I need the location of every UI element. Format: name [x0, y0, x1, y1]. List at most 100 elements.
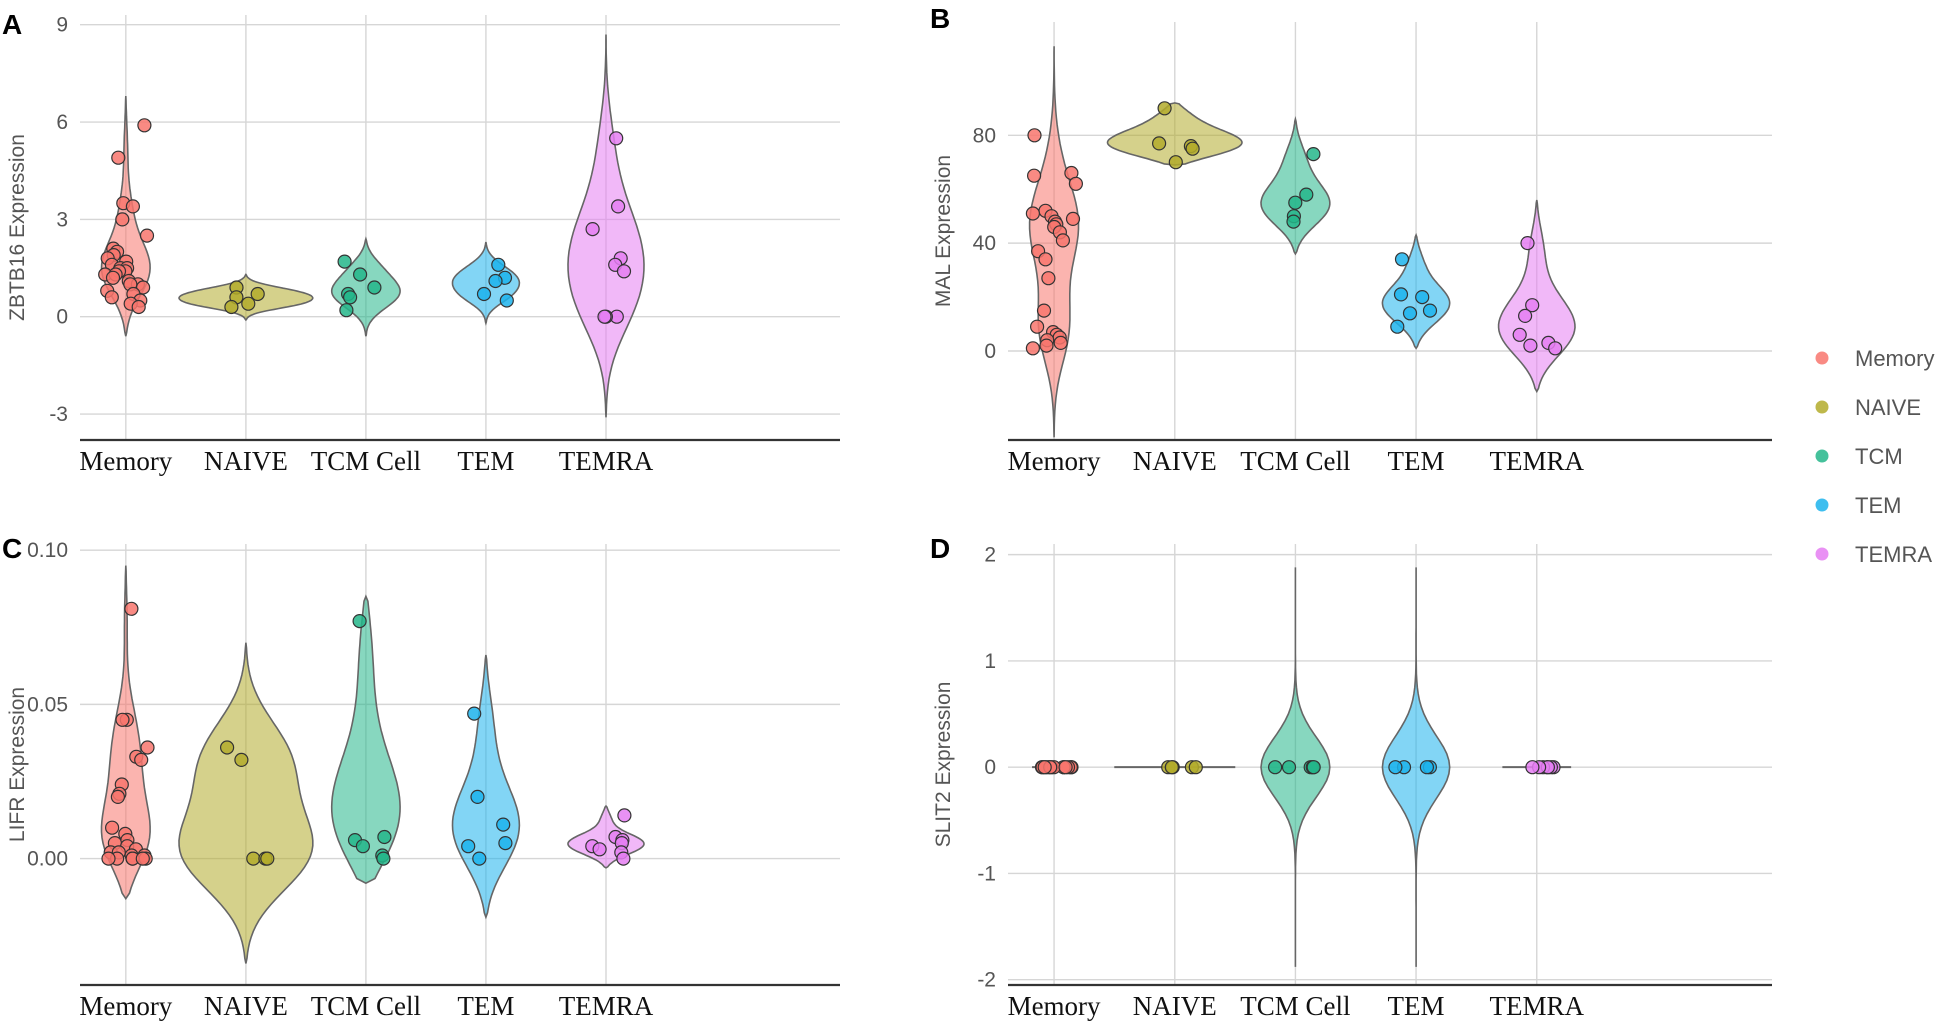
- violin-memory: [1028, 46, 1080, 438]
- panel-letter: B: [930, 3, 950, 34]
- data-point: [1164, 760, 1179, 775]
- legend-item-temra: TEMRA: [1815, 542, 1932, 567]
- data-point: [1151, 136, 1167, 151]
- data-point: [1525, 760, 1540, 775]
- x-tick-label: TCM Cell: [1240, 991, 1350, 1021]
- x-tick-label: TCM Cell: [311, 991, 421, 1021]
- y-tick-label: 1: [984, 650, 996, 673]
- legend-item-naive: NAIVE: [1815, 395, 1921, 420]
- y-tick-label: -2: [977, 969, 996, 992]
- x-tick-label: Memory: [1008, 446, 1101, 476]
- data-point: [1058, 760, 1073, 775]
- y-tick-label: 0.00: [27, 848, 68, 871]
- data-point: [1390, 319, 1405, 334]
- x-tick-label: TEMRA: [559, 991, 654, 1021]
- data-point: [1286, 214, 1301, 229]
- y-tick-label: -3: [49, 403, 68, 426]
- data-point: [1029, 319, 1045, 334]
- data-point: [1036, 303, 1052, 318]
- legend-label-tem: TEM: [1855, 493, 1901, 518]
- panel-a: A -3 0 3 6 9 Memory NAIVE TCM Cell TEM TEMRA ZBTB16…: [2, 9, 840, 476]
- data-point: [1188, 760, 1203, 775]
- x-tick-label: TEM: [1388, 991, 1445, 1021]
- data-point: [1394, 252, 1410, 267]
- data-point: [224, 299, 239, 315]
- legend-marker-memory: [1815, 351, 1829, 365]
- data-point: [496, 817, 511, 832]
- x-tick-label: TEMRA: [1490, 446, 1585, 476]
- data-point: [1306, 760, 1321, 775]
- legend-label-naive: NAIVE: [1855, 395, 1921, 420]
- data-point: [1517, 308, 1533, 323]
- data-point: [125, 199, 140, 214]
- data-point: [1422, 303, 1438, 318]
- data-point: [1415, 290, 1430, 305]
- data-point: [111, 150, 126, 165]
- y-tick-label: 40: [973, 232, 996, 255]
- legend-item-tcm: TCM: [1815, 444, 1903, 469]
- data-point: [1026, 168, 1042, 183]
- data-point: [246, 851, 261, 866]
- panels: A -3 0 3 6 9 Memory NAIVE TCM Cell TEM TEMRA ZBTB16…: [2, 3, 1772, 1021]
- x-tick-label: Memory: [1008, 991, 1101, 1021]
- violin-temra: [1497, 199, 1576, 394]
- data-point: [616, 264, 632, 279]
- x-tick-label: NAIVE: [204, 991, 288, 1021]
- violin-tem: [451, 654, 521, 920]
- data-point: [1520, 236, 1535, 251]
- y-axis-label: MAL Expression: [932, 155, 955, 307]
- data-point: [1185, 141, 1200, 156]
- y-tick-label: 0.10: [27, 539, 68, 562]
- data-point: [1055, 233, 1071, 248]
- data-point: [220, 740, 235, 755]
- data-point: [1402, 306, 1418, 321]
- legend-item-memory: Memory: [1815, 346, 1934, 371]
- data-point: [1038, 252, 1053, 267]
- data-point: [377, 829, 392, 845]
- data-point: [498, 835, 513, 851]
- legend-marker-tcm: [1815, 449, 1829, 463]
- data-point: [1168, 155, 1183, 170]
- data-point: [617, 808, 632, 823]
- panel-c: C 0.00 0.05 0.10 Memory NAIVE TCM Cell TEM TEMRA…: [2, 533, 840, 1021]
- data-point: [1512, 327, 1527, 342]
- data-point: [343, 290, 358, 305]
- x-tick-label: TCM Cell: [1240, 446, 1350, 476]
- violin-tcm-cell: [330, 594, 401, 885]
- violin-memory: [100, 565, 151, 901]
- data-point: [1053, 335, 1068, 350]
- data-point: [1419, 760, 1435, 775]
- data-point: [472, 851, 487, 866]
- data-point: [585, 222, 600, 237]
- data-point: [1025, 341, 1041, 356]
- legend-item-tem: TEM: [1815, 493, 1901, 518]
- panel-d: D -2 -1 0 1 2 Memory NAIVE TCM Cell TEM TEMRA SLIT2…: [930, 533, 1772, 1021]
- violin-tcm-cell: [330, 236, 401, 337]
- data-point: [609, 131, 624, 146]
- violin-tem: [1381, 567, 1451, 967]
- data-point: [339, 303, 354, 318]
- legend-label-temra: TEMRA: [1855, 542, 1932, 567]
- x-tick-label: TCM Cell: [311, 446, 421, 476]
- data-point: [1299, 187, 1314, 202]
- data-point: [139, 228, 155, 243]
- y-tick-label: 2: [984, 544, 996, 567]
- data-point: [131, 299, 146, 315]
- data-point: [1068, 176, 1084, 191]
- data-point: [1523, 338, 1538, 353]
- data-point: [499, 293, 514, 308]
- legend-label-memory: Memory: [1855, 346, 1934, 371]
- data-point: [101, 851, 116, 866]
- data-point: [1025, 206, 1041, 221]
- data-point: [115, 712, 130, 727]
- data-point: [1041, 271, 1056, 286]
- panel-letter: C: [2, 533, 22, 564]
- data-point: [1157, 101, 1172, 116]
- data-point: [260, 851, 275, 866]
- legend-marker-temra: [1815, 547, 1829, 561]
- violin-temra: [567, 34, 645, 418]
- violin-naive: [1106, 102, 1243, 166]
- y-tick-label: 0: [984, 756, 996, 779]
- data-point: [105, 270, 121, 285]
